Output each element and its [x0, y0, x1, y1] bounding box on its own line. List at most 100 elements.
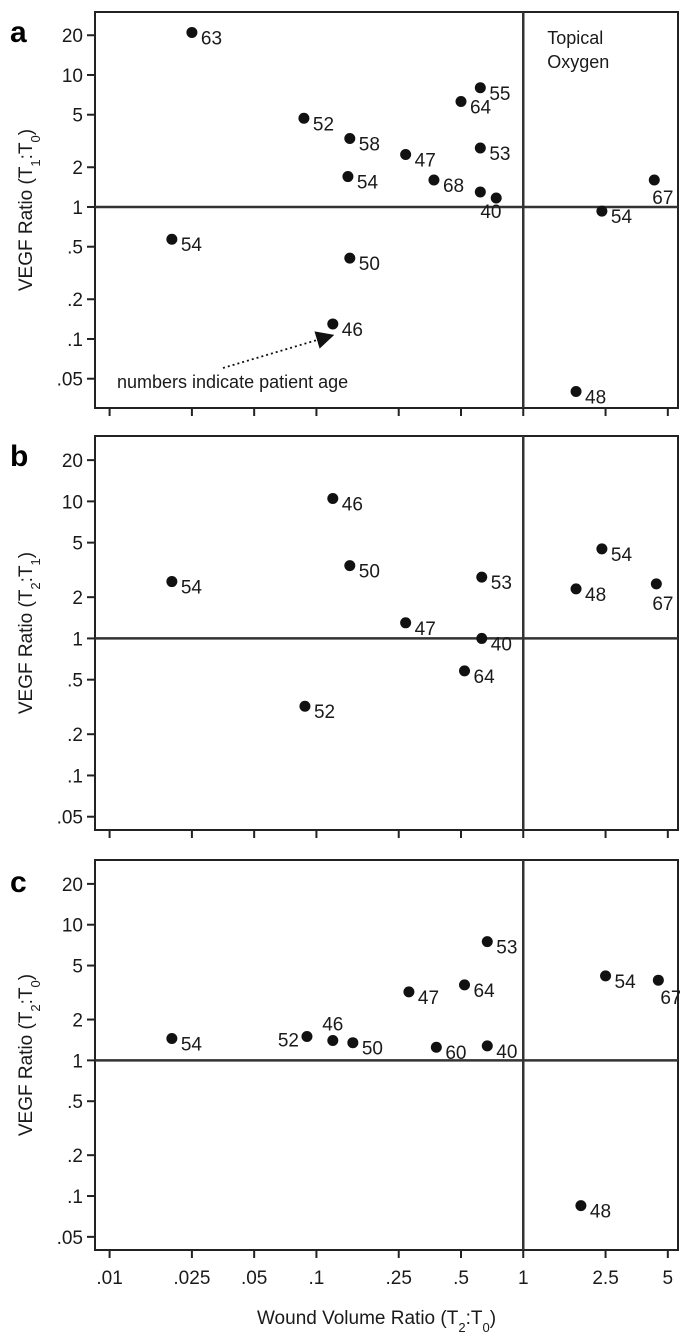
- data-point: [575, 1200, 587, 1212]
- data-point: [344, 252, 356, 264]
- data-point: [570, 583, 582, 595]
- data-point: [650, 578, 662, 590]
- plot-frame: [94, 859, 679, 1251]
- point-label: 54: [181, 1034, 203, 1055]
- point-label: 52: [313, 114, 334, 135]
- y-tick-label: 10: [62, 916, 83, 937]
- point-label: 50: [359, 254, 380, 275]
- point-label: 47: [418, 988, 439, 1009]
- x-tick-label: .5: [453, 1268, 469, 1289]
- point-label: 48: [590, 1202, 611, 1223]
- point-label: 40: [480, 202, 501, 223]
- data-point: [596, 205, 608, 217]
- point-label: 55: [489, 84, 510, 105]
- x-tick-label: .25: [386, 1268, 412, 1289]
- annotation-text: Topical: [547, 28, 603, 48]
- point-label: 54: [615, 972, 637, 993]
- y-axis-label: VEGF Ratio (T2:T1): [16, 552, 43, 714]
- x-tick-label: 1: [518, 1268, 529, 1289]
- point-label: 54: [357, 173, 379, 194]
- y-tick-label: .5: [67, 671, 83, 692]
- x-tick-label: .1: [308, 1268, 324, 1289]
- data-point: [347, 1037, 359, 1049]
- data-point: [344, 560, 356, 572]
- y-tick-label: 5: [72, 534, 83, 555]
- point-label: 64: [474, 667, 496, 688]
- data-point: [459, 665, 471, 677]
- point-label: 53: [489, 144, 510, 165]
- x-tick-label: 5: [663, 1268, 674, 1289]
- data-point: [476, 632, 488, 644]
- data-point: [186, 26, 198, 38]
- y-tick-label: .5: [67, 238, 83, 259]
- point-label: 67: [652, 188, 673, 209]
- annotation-text: Oxygen: [547, 52, 609, 72]
- y-axis-label: VEGF Ratio (T2:T0): [16, 974, 43, 1136]
- y-tick-label: 2: [72, 588, 83, 609]
- data-point: [455, 95, 467, 107]
- point-label: 54: [181, 235, 203, 256]
- data-point: [648, 174, 660, 186]
- panel-letter: b: [10, 440, 28, 473]
- point-label: 50: [362, 1039, 383, 1060]
- point-label: 52: [314, 702, 335, 723]
- point-label: 54: [611, 207, 633, 228]
- y-tick-label: 10: [62, 492, 83, 513]
- x-tick-label: .05: [241, 1268, 267, 1289]
- data-point: [327, 1035, 339, 1047]
- point-label: 52: [278, 1030, 299, 1051]
- point-label: 47: [415, 619, 436, 640]
- point-label: 48: [585, 585, 606, 606]
- point-label: 46: [342, 320, 363, 341]
- y-tick-label: .05: [57, 808, 83, 829]
- data-point: [474, 82, 486, 94]
- data-point: [400, 617, 412, 629]
- data-point: [327, 318, 339, 330]
- panel-letter: a: [10, 16, 27, 49]
- point-label: 48: [585, 388, 606, 409]
- annotation-arrow: [222, 331, 335, 369]
- point-label: 64: [470, 97, 492, 118]
- data-point: [166, 233, 178, 245]
- plot-frame: [94, 11, 679, 409]
- data-point: [570, 386, 582, 398]
- data-point: [476, 571, 488, 583]
- data-point: [596, 543, 608, 555]
- data-point: [403, 986, 415, 998]
- y-tick-label: .1: [67, 1187, 83, 1208]
- y-tick-label: 2: [72, 158, 83, 179]
- x-tick-label: 2.5: [592, 1268, 618, 1289]
- point-label: 68: [443, 176, 464, 197]
- y-tick-label: .2: [67, 290, 83, 311]
- point-label: 60: [445, 1043, 466, 1064]
- data-point: [344, 133, 356, 145]
- point-label: 58: [359, 135, 380, 156]
- data-point: [459, 979, 471, 991]
- y-tick-label: 20: [62, 875, 83, 896]
- data-point: [327, 492, 339, 504]
- x-tick-label: .025: [173, 1268, 210, 1289]
- y-tick-label: .2: [67, 725, 83, 746]
- point-label: 67: [652, 594, 673, 615]
- data-point: [166, 1032, 178, 1044]
- point-label: 40: [496, 1042, 517, 1063]
- data-point: [342, 171, 354, 183]
- y-tick-label: 20: [62, 26, 83, 47]
- y-tick-label: .05: [57, 1228, 83, 1249]
- point-label: 63: [201, 28, 222, 49]
- data-point: [474, 186, 486, 198]
- y-tick-label: .2: [67, 1146, 83, 1167]
- y-tick-label: 10: [62, 66, 83, 87]
- y-tick-label: 1: [72, 198, 83, 219]
- y-tick-label: 1: [72, 1051, 83, 1072]
- data-point: [481, 936, 493, 948]
- y-tick-label: 5: [72, 957, 83, 978]
- y-tick-label: 5: [72, 106, 83, 127]
- data-point: [600, 970, 612, 982]
- point-label: 54: [611, 545, 633, 566]
- data-point: [298, 112, 310, 124]
- data-point: [166, 576, 178, 588]
